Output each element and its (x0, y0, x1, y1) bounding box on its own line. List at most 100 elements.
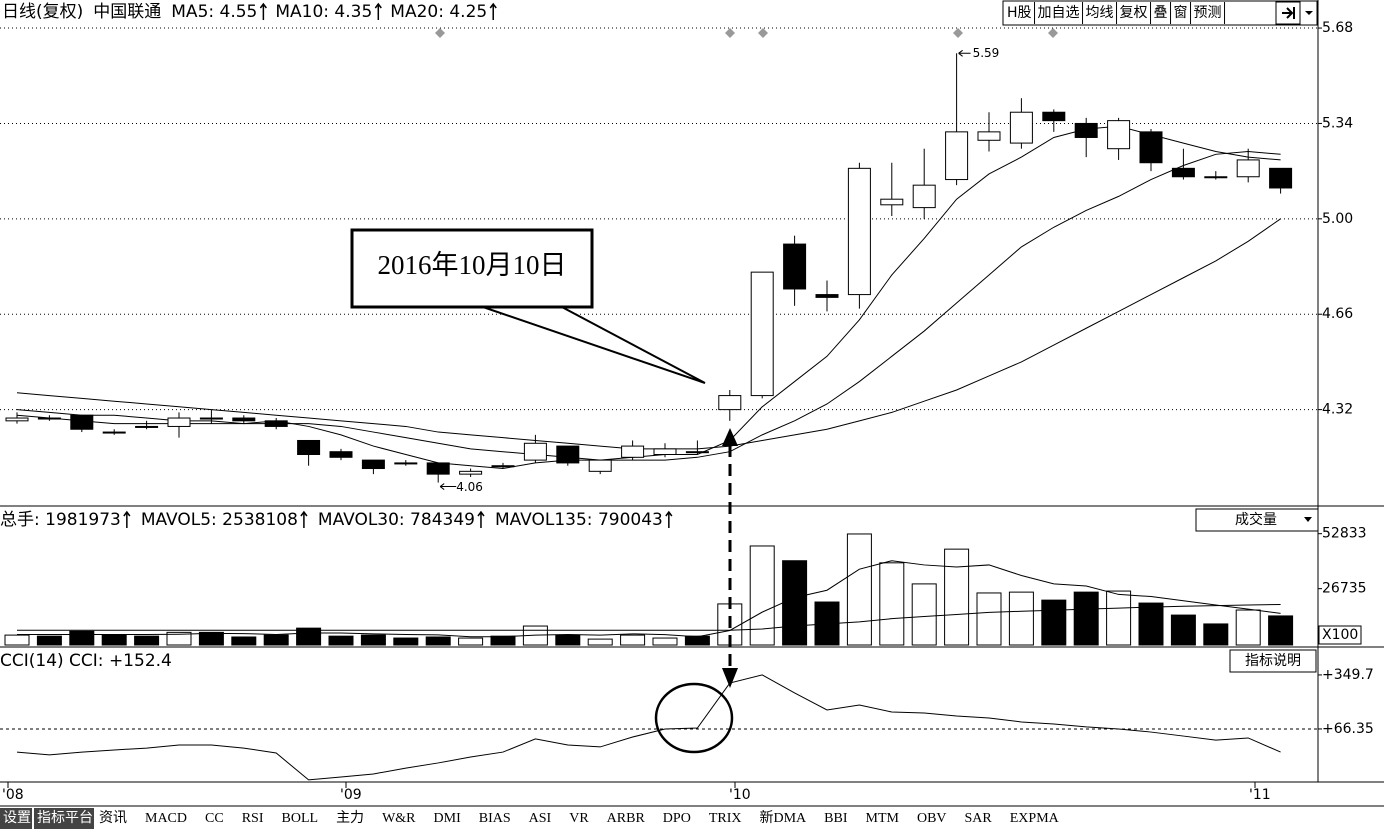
candle-body (1009, 111, 1033, 144)
up-arrow-icon (123, 510, 131, 528)
tab[interactable]: TRIX (709, 811, 742, 826)
candle-body (880, 198, 904, 206)
volume-legend: MAVOL5: 2538108 (141, 510, 298, 530)
y-tick-label: 4.66 (1322, 306, 1353, 322)
up-arrow-icon (665, 510, 673, 528)
volume-bar (1106, 590, 1132, 646)
volume-bar (1073, 591, 1099, 646)
dropdown-label: 成交量 (1235, 511, 1277, 528)
header-item: MA5: 4.55 (171, 2, 257, 22)
candle-body (167, 417, 191, 427)
candle-body (1269, 167, 1293, 189)
tab[interactable]: 指标平台 (37, 810, 93, 826)
volume-bar (36, 635, 62, 646)
volume-bar (684, 635, 710, 646)
toolbar-button[interactable]: 复权 (1120, 4, 1148, 21)
volume-bar (911, 583, 937, 646)
volume-bar (782, 560, 808, 646)
tab[interactable]: CC (205, 811, 224, 826)
callout-text: 2016年10月10日 (378, 250, 567, 280)
dropdown[interactable] (1195, 508, 1319, 532)
unit-box (1318, 625, 1362, 645)
high-label: 5.59 (973, 46, 1000, 60)
callout: 2016年10月10日 (350, 228, 706, 384)
arrow (654, 428, 738, 754)
candle-body (37, 417, 61, 420)
tab[interactable]: RSI (242, 811, 264, 826)
volume-bar (231, 636, 257, 646)
candle-body (685, 451, 709, 454)
tab[interactable]: VR (569, 811, 589, 826)
tab[interactable]: MACD (145, 811, 187, 826)
volume-bar (1008, 591, 1034, 646)
tab[interactable]: EXPMA (1010, 811, 1060, 826)
tab[interactable]: BOLL (282, 811, 319, 826)
volume-bar (393, 637, 419, 646)
tab[interactable]: DPO (663, 811, 691, 826)
header-item: 日线(复权) (2, 2, 83, 22)
tab[interactable]: BBI (824, 811, 848, 826)
toolbar-button[interactable]: H股 (1007, 5, 1032, 21)
volume-bar (1138, 602, 1164, 646)
volume-bar (587, 638, 613, 646)
tab[interactable]: ARBR (607, 811, 646, 826)
tab[interactable]: ASI (529, 811, 552, 826)
volume-bar (1268, 615, 1294, 646)
candle-body (523, 442, 547, 461)
volume-bar (198, 631, 224, 646)
candle-body (102, 431, 126, 434)
ma10-line (16, 150, 1281, 461)
dropdown-caret (1304, 517, 1312, 522)
tab[interactable]: 资讯 (99, 810, 127, 826)
tab[interactable]: 新DMA (759, 810, 807, 826)
frames (0, 0, 1384, 807)
toolbar-button[interactable]: 窗 (1174, 4, 1188, 21)
candle-body (653, 448, 677, 455)
candle-body (1107, 120, 1131, 150)
volume-bar (296, 627, 322, 646)
cci-panel: CCI(14) CCI: +152.4 指标说明 +349.7 +66.35 (0, 649, 1374, 781)
mavol30-line (17, 604, 1281, 631)
candle-body (1236, 159, 1260, 178)
y-tick-label: 5.68 (1322, 20, 1353, 36)
y-tick-label: 5.34 (1322, 115, 1353, 131)
volume-bar (749, 545, 775, 646)
y-tick-label: 52833 (1322, 526, 1367, 542)
candle-body (1074, 122, 1098, 138)
candle-body (945, 131, 969, 181)
tab-bar: 设置 指标平台 资讯 MACD CC RSI BOLL 主力 W&R DMI BIAS ASI VR AR… (0, 808, 1060, 829)
toolbar-button[interactable]: 均线 (1086, 5, 1114, 21)
toolbar-button[interactable]: 加自选 (1038, 5, 1080, 21)
tab[interactable]: SAR (965, 811, 993, 826)
toolbar-button[interactable]: 叠 (1154, 5, 1168, 21)
candle-body (815, 294, 839, 298)
volume-bar (458, 637, 484, 646)
header-item: MA20: 4.25 (390, 2, 487, 22)
tab[interactable]: DMI (434, 811, 462, 826)
volume-panel: 总手: 1981973 MAVOL5: 2538108 MAVOL30: 78434… (0, 508, 1367, 646)
volume-bar (69, 630, 95, 646)
candle-body (621, 445, 645, 458)
help-button[interactable] (1229, 649, 1317, 673)
tab[interactable]: OBV (917, 811, 947, 826)
tab[interactable]: BIAS (479, 811, 511, 826)
volume-bar (328, 635, 354, 646)
volume-bar (490, 635, 516, 646)
volume-bar (620, 634, 646, 646)
toolbar-button[interactable]: 预测 (1194, 5, 1222, 21)
candle-body (1171, 167, 1195, 178)
unit-label: X100 (1322, 627, 1358, 643)
volume-bar (166, 631, 192, 646)
volume-bar (1235, 609, 1261, 646)
candle-body (718, 395, 742, 411)
event-markers (435, 28, 1058, 38)
ma5-line (16, 125, 1281, 470)
tab[interactable]: MTM (866, 811, 900, 826)
volume-bar (1170, 614, 1196, 646)
tab[interactable]: W&R (382, 811, 416, 826)
mavol5-line (17, 560, 1281, 638)
tab[interactable]: 主力 (336, 810, 364, 826)
candle-body (199, 417, 223, 420)
tab[interactable]: 设置 (3, 810, 31, 826)
